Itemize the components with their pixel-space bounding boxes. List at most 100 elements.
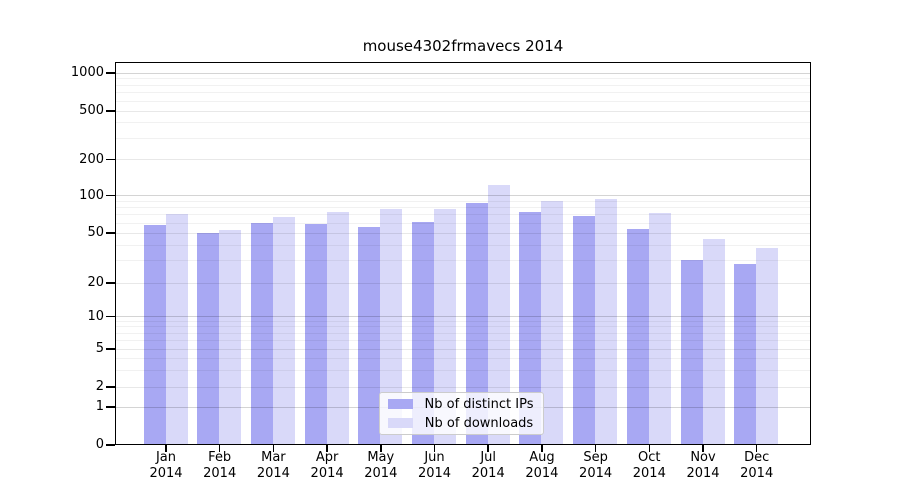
x-tick-may — [380, 445, 382, 452]
y-tick-500 — [106, 110, 115, 112]
bar-apr-distinct-ips — [304, 223, 327, 444]
legend-label-downloads: Nb of downloads — [424, 415, 534, 431]
gridline-y-900 — [116, 78, 810, 80]
x-label-month: Oct — [638, 450, 661, 465]
gridline-y-2 — [116, 386, 810, 388]
x-tick-label-dec: Dec 2014 — [722, 450, 792, 482]
gridline-y-7 — [116, 332, 810, 334]
gridline-y-4 — [116, 357, 810, 359]
y-tick-label-20: 20 — [87, 275, 104, 290]
gridline-y-6 — [116, 339, 810, 341]
x-label-year: 2014 — [364, 466, 398, 481]
x-label-month: Feb — [208, 450, 232, 465]
gridline-y-5 — [116, 348, 810, 350]
plot-area: Nb of distinct IPs Nb of downloads — [115, 62, 811, 445]
x-label-year: 2014 — [740, 466, 774, 481]
gridline-y-50 — [116, 232, 810, 234]
x-tick-label-nov: Nov 2014 — [668, 450, 738, 482]
x-tick-label-may: May 2014 — [346, 450, 416, 482]
bar-feb-downloads — [219, 229, 242, 444]
y-tick-2 — [106, 386, 115, 388]
bar-sep-downloads — [595, 199, 618, 444]
y-tick-1000 — [106, 72, 115, 74]
x-label-year: 2014 — [686, 466, 720, 481]
x-tick-oct — [648, 445, 651, 452]
x-tick-label-jan: Jan 2014 — [131, 450, 201, 482]
y-tick-label-500: 500 — [79, 103, 104, 118]
gridline-y-100 — [116, 195, 810, 196]
x-label-year: 2014 — [417, 466, 452, 481]
bar-feb-distinct-ips — [197, 233, 220, 444]
x-tick-label-jul: Jul 2014 — [453, 450, 523, 482]
y-tick-label-2: 2 — [95, 379, 104, 394]
bar-jan-distinct-ips — [143, 224, 166, 444]
bar-mar-distinct-ips — [250, 223, 273, 444]
bar-nov-downloads — [702, 238, 725, 444]
bar-jul-downloads — [487, 185, 510, 444]
gridline-y-1000 — [116, 72, 810, 74]
gridline-y-800 — [116, 84, 810, 86]
x-label-month: Sep — [583, 450, 608, 465]
x-tick-label-jun: Jun 2014 — [400, 450, 470, 482]
x-tick-label-oct: Oct 2014 — [614, 450, 684, 482]
legend-item-distinct-ips: Nb of distinct IPs — [388, 397, 535, 412]
x-label-month: Dec — [744, 450, 770, 465]
x-tick-sep — [594, 445, 597, 452]
x-tick-mar — [272, 445, 275, 452]
y-tick-200 — [106, 158, 115, 161]
gridline-y-40 — [116, 244, 810, 246]
y-tick-label-100: 100 — [79, 187, 104, 203]
gridline-y-30 — [116, 260, 810, 262]
bar-may-distinct-ips — [358, 226, 381, 444]
gridline-y-600 — [116, 100, 810, 102]
y-tick-50 — [106, 232, 115, 234]
gridline-y-10 — [116, 316, 810, 317]
gridline-y-90 — [116, 200, 810, 202]
x-label-year: 2014 — [310, 466, 344, 481]
gridline-y-20 — [116, 282, 810, 284]
bar-dec-downloads — [756, 248, 779, 444]
bar-aug-downloads — [541, 200, 564, 444]
bar-jun-downloads — [434, 208, 456, 444]
gridline-y-80 — [116, 207, 810, 209]
x-label-month: Jan — [155, 450, 177, 465]
gridline-y-500 — [116, 110, 810, 112]
gridline-y-700 — [116, 92, 810, 94]
x-label-month: Aug — [529, 450, 555, 465]
gridline-y-60 — [116, 222, 810, 224]
x-label-month: Nov — [690, 450, 716, 465]
x-tick-jun — [433, 445, 436, 452]
x-tick-apr — [326, 445, 328, 452]
gridline-y-400 — [116, 122, 810, 124]
x-tick-label-feb: Feb 2014 — [185, 450, 255, 482]
bar-oct-distinct-ips — [626, 228, 649, 444]
x-label-month: May — [367, 450, 395, 465]
x-tick-label-sep: Sep 2014 — [561, 450, 631, 482]
y-tick-20 — [106, 282, 115, 284]
x-tick-jan — [165, 445, 167, 452]
y-tick-label-200: 200 — [79, 151, 104, 167]
y-tick-10 — [106, 315, 115, 318]
gridline-y-300 — [116, 137, 810, 139]
x-tick-label-apr: Apr 2014 — [292, 450, 362, 482]
y-tick-label-1000: 1000 — [70, 65, 104, 80]
y-tick-label-10: 10 — [87, 308, 104, 324]
gridline-y-70 — [116, 214, 810, 216]
y-tick-label-5: 5 — [95, 341, 104, 356]
x-label-month: Jun — [424, 450, 445, 465]
gridline-y-9 — [116, 320, 810, 322]
bar-aug-distinct-ips — [519, 212, 542, 444]
x-label-year: 2014 — [471, 466, 505, 481]
x-tick-aug — [541, 445, 543, 452]
x-tick-jul — [487, 445, 489, 452]
x-label-year: 2014 — [203, 466, 237, 481]
x-label-year: 2014 — [149, 466, 183, 481]
x-label-year: 2014 — [256, 466, 290, 481]
x-tick-label-aug: Aug 2014 — [507, 450, 577, 482]
y-tick-label-1: 1 — [95, 399, 104, 414]
bar-jun-distinct-ips — [412, 222, 434, 444]
x-label-month: Apr — [315, 450, 339, 465]
bar-oct-downloads — [648, 213, 671, 444]
gridline-y-200 — [116, 159, 810, 160]
